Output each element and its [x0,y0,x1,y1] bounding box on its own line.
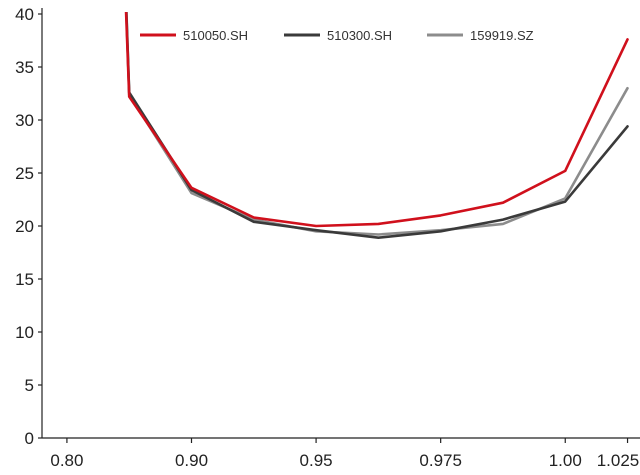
legend: 510050.SH 510300.SH 159919.SZ [140,28,534,43]
y-tick-label: 5 [25,376,34,395]
y-tick-label: 25 [15,164,34,183]
legend-label: 510050.SH [183,28,248,43]
legend-label: 510300.SH [327,28,392,43]
y-tick-label: 30 [15,111,34,130]
y-tick-label: 20 [15,217,34,236]
x-tick-label: 0.90 [175,451,208,470]
y-tick-label: 35 [15,58,34,77]
y-tick-label: 15 [15,270,34,289]
series-line-510050-sh [124,12,629,228]
x-tick-label: 0.80 [50,451,83,470]
y-tick-label: 0 [25,429,34,448]
x-tick-label: 0.975 [419,451,462,470]
y-axis: 0 5 10 15 20 25 30 35 40 [15,5,43,448]
x-axis: 0.80 0.90 0.95 0.975 1.00 1.025 [42,437,640,470]
plot-area [124,12,629,239]
legend-label: 159919.SZ [470,28,534,43]
x-tick-label: 1.00 [549,451,582,470]
y-tick-label: 40 [15,5,34,24]
x-tick-label: 1.025 [597,451,640,470]
y-tick-label: 10 [15,323,34,342]
x-tick-label: 0.95 [300,451,333,470]
